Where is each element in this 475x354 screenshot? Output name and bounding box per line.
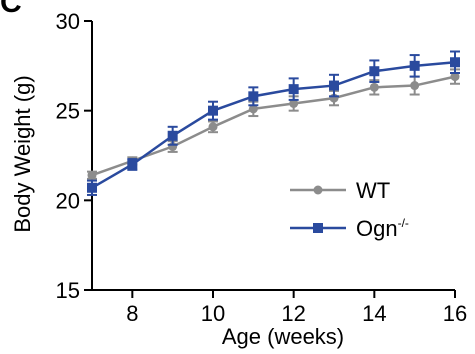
- data-point: [450, 57, 460, 68]
- y-tick-label: 15: [56, 278, 80, 303]
- x-tick-label: 8: [126, 301, 138, 326]
- x-tick-label: 10: [201, 301, 225, 326]
- legend: WT Ogn-/-: [290, 178, 409, 241]
- axes: 15 20 25 30 8 10 12 14 16: [56, 9, 468, 326]
- x-tick-label: 16: [443, 301, 467, 326]
- data-point: [410, 81, 420, 91]
- legend-marker: [313, 223, 323, 233]
- series-line: [91, 61, 456, 189]
- data-point: [208, 105, 218, 116]
- data-point: [329, 80, 339, 91]
- x-tick-label: 14: [362, 301, 386, 326]
- series-wt: [87, 68, 460, 180]
- legend-item-wt: WT: [290, 178, 390, 203]
- legend-label: Ogn-/-: [356, 216, 409, 241]
- data-point: [87, 170, 97, 180]
- data-point: [369, 66, 380, 77]
- data-point: [369, 82, 379, 92]
- series-line: [91, 75, 456, 177]
- data-point: [248, 104, 258, 114]
- legend-marker: [313, 185, 323, 195]
- data-point: [167, 130, 178, 141]
- legend-item-ogn: Ogn-/-: [290, 216, 409, 241]
- series-layer: [87, 50, 460, 196]
- data-point: [127, 159, 138, 170]
- data-point: [450, 72, 460, 82]
- series-ogn: [87, 50, 460, 196]
- legend-label: WT: [356, 178, 390, 203]
- data-point: [87, 182, 97, 193]
- data-point: [208, 122, 218, 132]
- data-point: [289, 98, 299, 108]
- y-axis-label: Body Weight (g): [10, 75, 35, 232]
- data-point: [409, 60, 420, 71]
- x-axis-label: Age (weeks): [222, 324, 344, 349]
- y-tick-label: 20: [56, 188, 80, 213]
- panel-label: C: [0, 0, 22, 19]
- y-tick-label: 30: [56, 9, 80, 34]
- data-point: [248, 91, 259, 102]
- x-tick-label: 12: [281, 301, 305, 326]
- legend-superscript: -/-: [398, 216, 409, 230]
- y-tick-label: 25: [56, 99, 80, 124]
- data-point: [288, 84, 299, 95]
